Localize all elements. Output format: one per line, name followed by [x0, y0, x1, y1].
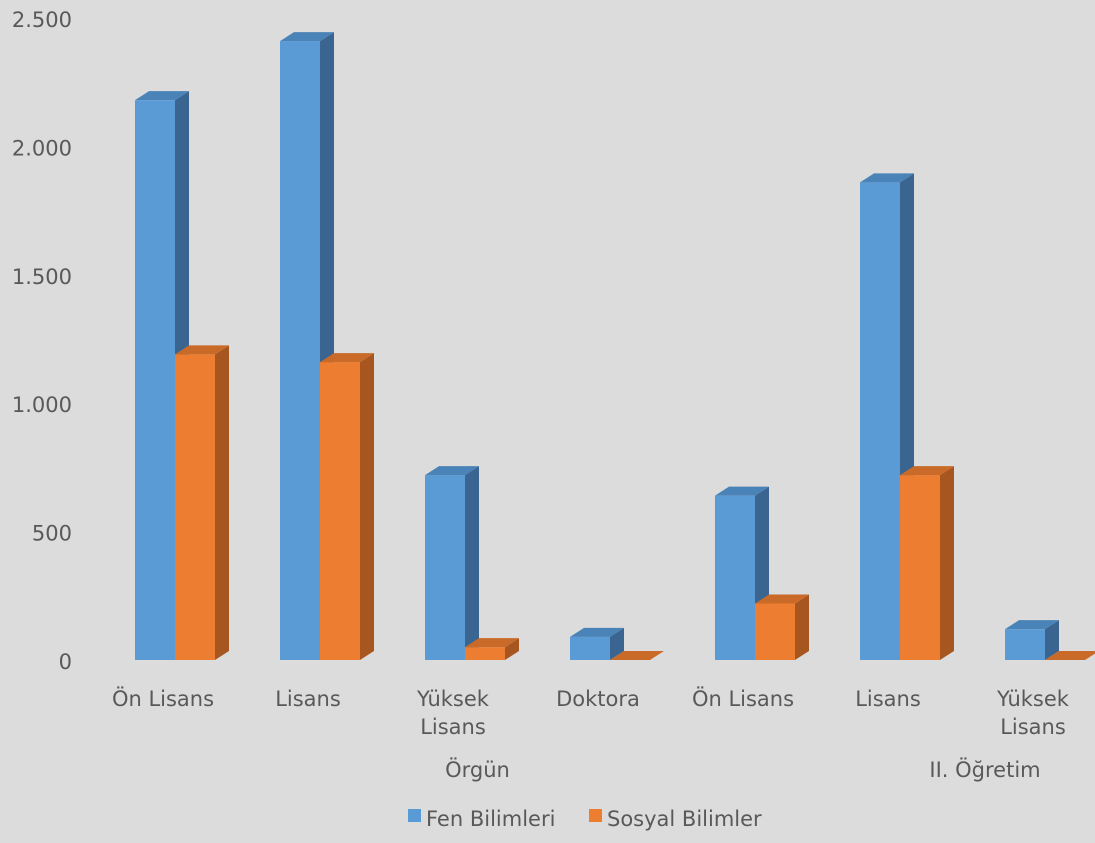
x-category-label: Lisans [1000, 715, 1066, 739]
x-category-label: Yüksek [416, 687, 490, 711]
y-tick-label: 1.500 [12, 265, 72, 289]
x-category-label: Doktora [556, 687, 640, 711]
bar-top [570, 627, 624, 637]
bar-top [860, 173, 914, 183]
bar-front [900, 475, 940, 660]
bar-side [505, 638, 519, 660]
legend-swatch [408, 809, 421, 822]
bar-side [610, 627, 624, 660]
bar-front [280, 41, 320, 660]
y-tick-label: 2.000 [12, 136, 72, 160]
x-category-label: Ön Lisans [692, 686, 794, 711]
x-category-label: Yüksek [996, 687, 1070, 711]
bar-top [755, 594, 809, 604]
bar-side [795, 594, 809, 660]
bar-top [465, 638, 519, 648]
bar-top [610, 651, 664, 660]
bar-front [135, 100, 175, 660]
y-tick-label: 0 [59, 650, 72, 674]
legend-swatch [589, 809, 602, 822]
bar-front [425, 475, 465, 660]
bar-side [940, 466, 954, 660]
y-tick-label: 2.500 [12, 8, 72, 32]
x-category-label: Lisans [275, 687, 341, 711]
bar-front [320, 362, 360, 660]
bar-side [465, 466, 479, 660]
legend-label: Fen Bilimleri [426, 807, 555, 831]
bar-front [465, 647, 505, 660]
bar-side [215, 345, 229, 660]
x-category-label: Lisans [420, 715, 486, 739]
bar-top [425, 466, 479, 476]
bar-top [900, 466, 954, 476]
x-category-label: Lisans [855, 687, 921, 711]
bar-top [715, 486, 769, 496]
bar-front [1005, 629, 1045, 660]
bar-front [860, 182, 900, 661]
bar-front [175, 354, 215, 660]
y-tick-label: 500 [32, 522, 72, 546]
bar-top [280, 32, 334, 42]
bar-top [320, 353, 374, 363]
bar-top [135, 91, 189, 101]
bar-front [715, 495, 755, 660]
bar-top [175, 345, 229, 355]
bar-front [755, 603, 795, 660]
bar-side [1045, 620, 1059, 660]
bar-top [1005, 620, 1059, 630]
x-group-label: Örgün [445, 757, 510, 782]
y-tick-label: 1.000 [12, 393, 72, 417]
bar-top [1045, 651, 1095, 660]
bar-front [570, 636, 610, 660]
x-group-label: II. Öğretim [929, 757, 1040, 782]
bar-side [360, 353, 374, 660]
x-category-label: Ön Lisans [112, 686, 214, 711]
legend-label: Sosyal Bilimler [607, 807, 762, 831]
